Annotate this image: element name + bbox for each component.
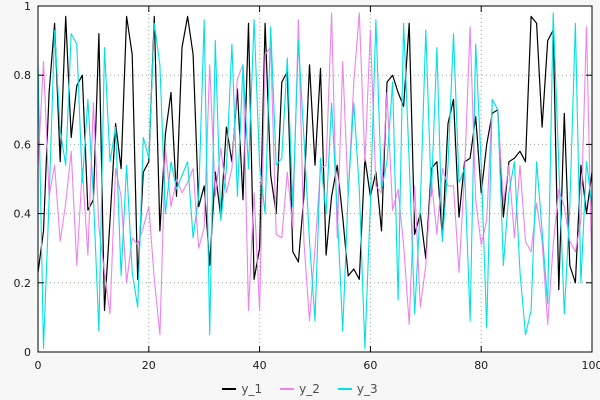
legend-item-y1: y_1 bbox=[222, 382, 262, 396]
legend-line-swatch-y3 bbox=[337, 388, 352, 390]
x-tick-label: 60 bbox=[363, 359, 377, 372]
tick-labels: 0 20 40 60 80 100 0 0.2 0.4 0.6 0.8 1 bbox=[14, 0, 600, 372]
y-tick-label: 0.8 bbox=[14, 69, 32, 82]
y-tick-label: 0 bbox=[24, 346, 31, 359]
x-tick-label: 100 bbox=[582, 359, 600, 372]
legend-item-y3: y_3 bbox=[337, 382, 378, 396]
x-tick-label: 40 bbox=[253, 359, 267, 372]
tick-marks bbox=[37, 5, 593, 353]
series-line-y_3 bbox=[38, 12, 592, 350]
y-tick-label: 1 bbox=[24, 0, 31, 13]
y-tick-label: 0.4 bbox=[14, 208, 32, 221]
series-lines bbox=[38, 12, 592, 350]
legend-label-y3: y_3 bbox=[356, 382, 378, 396]
series-line-y_2 bbox=[38, 12, 592, 336]
y-tick-label: 0.2 bbox=[14, 277, 32, 290]
legend-item-y2: y_2 bbox=[280, 382, 320, 396]
x-tick-label: 20 bbox=[142, 359, 156, 372]
chart-legend: y_1 y_2 y_3 bbox=[0, 382, 600, 396]
legend-line-swatch-y1 bbox=[222, 388, 237, 390]
legend-label-y1: y_1 bbox=[241, 382, 263, 396]
x-tick-label: 80 bbox=[474, 359, 488, 372]
plot-frame bbox=[37, 5, 593, 353]
y-tick-label: 0.6 bbox=[14, 138, 32, 151]
x-tick-label: 0 bbox=[35, 359, 42, 372]
legend-label-y2: y_2 bbox=[299, 382, 320, 396]
legend-line-swatch-y2 bbox=[280, 388, 295, 390]
plot-area bbox=[38, 6, 592, 352]
